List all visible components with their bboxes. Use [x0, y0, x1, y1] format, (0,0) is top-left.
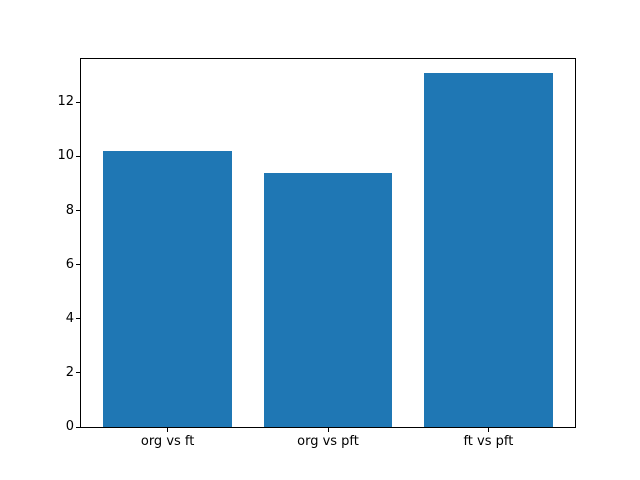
- y-tick-mark: [76, 101, 80, 103]
- bar-ft-vs-pft: [424, 72, 553, 427]
- y-tick-mark: [76, 426, 80, 428]
- x-tick-mark: [167, 428, 169, 432]
- y-tick-mark: [76, 155, 80, 157]
- x-tick-label: org vs ft: [140, 434, 195, 449]
- y-tick-label: 8: [65, 202, 74, 218]
- y-tick-label: 2: [65, 364, 74, 380]
- bar-org-vs-pft: [263, 172, 393, 427]
- y-tick-label: 0: [65, 419, 74, 434]
- bars: [81, 59, 575, 427]
- x-tick-label: org vs pft: [297, 434, 359, 449]
- x-tick-label: ft vs pft: [463, 434, 514, 449]
- y-tick-mark: [76, 372, 80, 374]
- plot-area: [76, 58, 576, 432]
- y-tick-mark: [76, 264, 80, 266]
- y-tick-mark: [76, 210, 80, 212]
- x-tick-mark: [327, 428, 329, 432]
- y-tick-label: 6: [65, 256, 74, 272]
- y-tick-label: 4: [65, 310, 74, 326]
- y-tick-mark: [76, 318, 80, 320]
- x-tick-mark: [487, 428, 489, 432]
- bar-org-vs-ft: [103, 151, 232, 427]
- y-tick-label: 12: [57, 94, 74, 110]
- y-tick-label: 10: [57, 148, 74, 164]
